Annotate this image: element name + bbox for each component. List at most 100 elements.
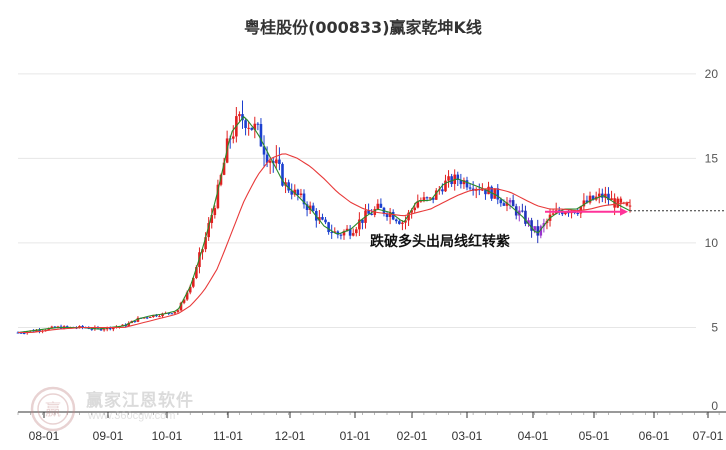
moving-average-lines: [17, 115, 631, 334]
candle-body: [108, 327, 112, 330]
candle-body: [444, 180, 447, 192]
seal-logo-icon: 赢: [30, 386, 76, 432]
candle-body: [247, 127, 250, 129]
candle-body: [456, 174, 460, 180]
candle-body: [619, 198, 623, 203]
candle-body: [265, 154, 269, 163]
candle-body: [404, 220, 407, 223]
candle-body: [176, 310, 180, 312]
candle-body: [628, 205, 632, 207]
candle-body: [321, 217, 324, 220]
annotation-text: 跌破多头出局线红转紫: [370, 233, 510, 250]
candle-body: [361, 219, 364, 223]
candle-body: [222, 162, 226, 175]
x-tick-label: 01-01: [340, 429, 371, 443]
candle-body: [207, 223, 210, 238]
x-tick-label: 02-01: [397, 429, 428, 443]
candle-body: [419, 200, 423, 202]
candle-body: [244, 120, 247, 128]
candle-body: [179, 302, 183, 311]
candle-body: [278, 159, 281, 164]
candle-body: [358, 219, 361, 230]
candle-body: [391, 211, 395, 220]
axes: [17, 411, 726, 418]
y-tick-label: 5: [711, 320, 718, 334]
candle-body: [308, 205, 312, 210]
x-tick-label: 06-01: [639, 429, 670, 443]
candle-body: [155, 314, 158, 317]
candle-body: [339, 234, 343, 236]
candle-body: [287, 182, 290, 191]
candle-body: [185, 292, 189, 300]
candle-body: [496, 188, 500, 200]
y-tick-label: 10: [705, 236, 719, 250]
candle-body: [19, 332, 23, 334]
candle-body: [607, 193, 610, 201]
candle-body: [324, 219, 327, 223]
y-tick-label: 20: [705, 67, 719, 81]
candle-body: [167, 312, 170, 314]
candle-body: [333, 231, 337, 233]
candle-body: [561, 212, 564, 215]
candle-body: [213, 208, 217, 216]
candle-body: [330, 232, 333, 234]
annotation-layer: 跌破多头出局线红转紫: [370, 207, 726, 250]
candle-body: [416, 201, 420, 208]
x-tick-label: 07-01: [693, 429, 724, 443]
candle-body: [65, 326, 69, 328]
candle-body: [367, 210, 370, 214]
candle-body: [521, 210, 524, 212]
candle-body: [158, 316, 161, 318]
candle-body: [342, 231, 346, 236]
candle-body: [394, 219, 398, 222]
candle-body: [191, 278, 195, 287]
candle-body: [462, 180, 466, 185]
candle-body: [484, 189, 487, 195]
candle-body: [434, 190, 438, 200]
x-tick-label: 10-01: [152, 429, 183, 443]
candle-body: [459, 179, 463, 185]
candle-body: [530, 220, 533, 231]
candle-body: [616, 198, 619, 208]
candle-body: [262, 146, 266, 155]
candle-body: [148, 317, 152, 319]
candle-body: [305, 204, 309, 210]
candle-body: [407, 212, 410, 221]
svg-text:赢: 赢: [45, 400, 61, 419]
candle-body: [216, 184, 220, 209]
candle-body: [133, 320, 137, 322]
candle-body: [597, 193, 601, 197]
candle-body: [275, 159, 278, 164]
candle-body: [428, 197, 432, 199]
candle-body: [524, 210, 527, 224]
candle-body: [219, 174, 223, 185]
candle-body: [195, 267, 198, 279]
candle-body: [508, 200, 512, 203]
candle-body: [376, 203, 380, 210]
candle-body: [50, 326, 54, 329]
candle-body: [539, 226, 543, 236]
candle-body: [413, 207, 417, 211]
candle-body: [625, 202, 629, 206]
candle-body: [511, 200, 515, 207]
watermark-brand: 赢家江恩软件: [86, 391, 194, 411]
x-tick-label: 08-01: [29, 429, 60, 443]
candle-body: [450, 176, 453, 185]
candle-body: [582, 200, 586, 207]
candle-body: [102, 329, 106, 331]
candle-body: [410, 210, 413, 213]
x-tick-label: 04-01: [518, 429, 549, 443]
y-tick-label: 0: [711, 399, 718, 413]
candle-body: [136, 317, 140, 322]
candle-body: [604, 193, 607, 198]
chart-title: 粤桂股份(000833)赢家乾坤K线: [244, 18, 482, 37]
candle-body: [385, 213, 389, 217]
candle-body: [188, 286, 192, 293]
candle-body: [201, 249, 204, 253]
candle-body: [90, 328, 94, 330]
candle-body: [576, 213, 580, 215]
x-tick-label: 12-01: [275, 429, 306, 443]
candle-body: [441, 189, 444, 192]
x-tick-label: 03-01: [452, 429, 483, 443]
candle-body: [290, 190, 294, 195]
